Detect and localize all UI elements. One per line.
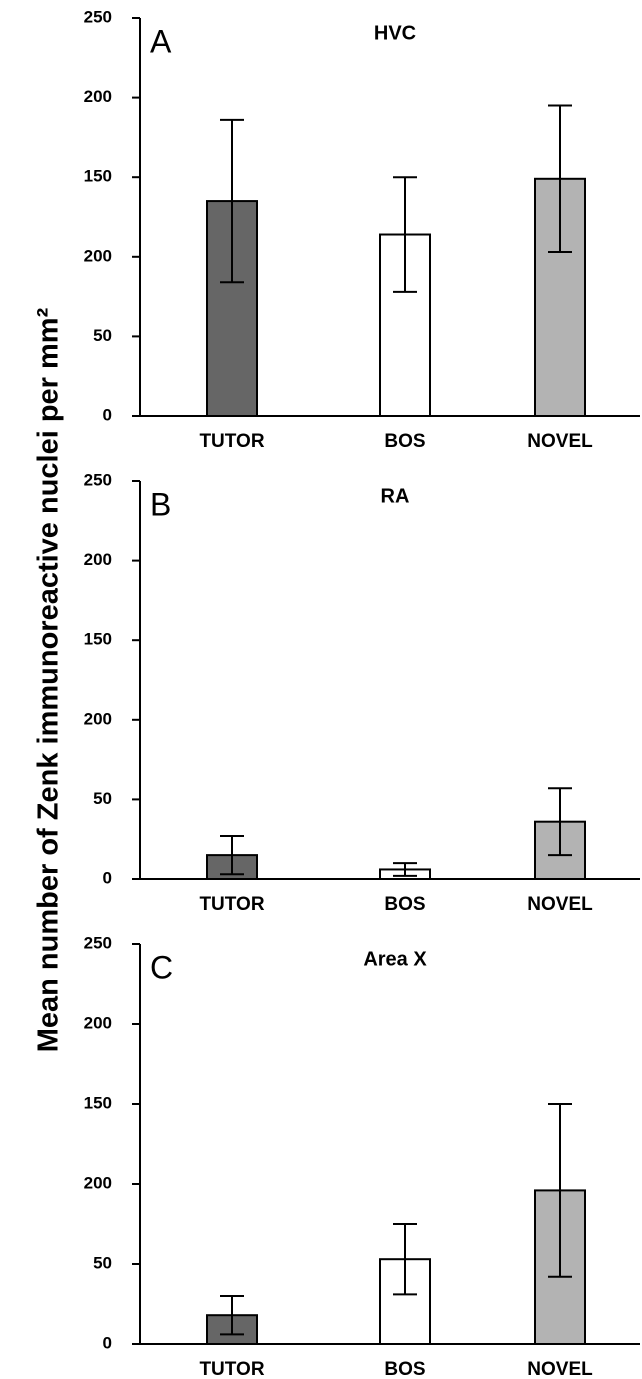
y-tick-label: 200: [84, 246, 112, 265]
x-tick-label: NOVEL: [527, 894, 593, 915]
y-tick-label: 200: [84, 87, 112, 106]
x-tick-label: BOS: [384, 1359, 425, 1379]
y-tick-label: 150: [84, 167, 112, 186]
x-tick-label: TUTOR: [199, 894, 264, 915]
chart-title: RA: [381, 485, 410, 507]
x-tick-label: NOVEL: [527, 1359, 593, 1379]
y-tick-label: 200: [84, 709, 112, 728]
y-tick-label: 150: [84, 1093, 112, 1112]
panel-label: A: [150, 23, 172, 59]
y-tick-label: 50: [93, 326, 112, 345]
y-tick-label: 200: [84, 550, 112, 569]
chart-title: Area X: [363, 948, 427, 970]
x-tick-label: NOVEL: [527, 431, 593, 452]
x-tick-label: TUTOR: [199, 431, 264, 452]
chart-title: HVC: [374, 22, 416, 44]
y-tick-label: 0: [103, 868, 112, 887]
y-tick-label: 200: [84, 1013, 112, 1032]
x-tick-label: TUTOR: [199, 1359, 264, 1379]
bar: [534, 177, 586, 417]
y-tick-label: 50: [93, 1253, 112, 1272]
y-axis-label: Mean number of Zenk immunoreactive nucle…: [33, 307, 65, 1052]
panel-label: C: [150, 949, 173, 985]
y-tick-label: 250: [84, 7, 112, 26]
y-tick-label: 0: [103, 1333, 112, 1352]
y-tick-label: 250: [84, 470, 112, 489]
y-tick-label: 150: [84, 630, 112, 649]
y-tick-label: 250: [84, 933, 112, 952]
y-tick-label: 50: [93, 789, 112, 808]
x-tick-label: BOS: [384, 894, 425, 915]
y-tick-label: 0: [103, 405, 112, 424]
y-tick-label: 200: [84, 1173, 112, 1192]
x-tick-label: BOS: [384, 431, 425, 452]
panel-label: B: [150, 486, 171, 522]
